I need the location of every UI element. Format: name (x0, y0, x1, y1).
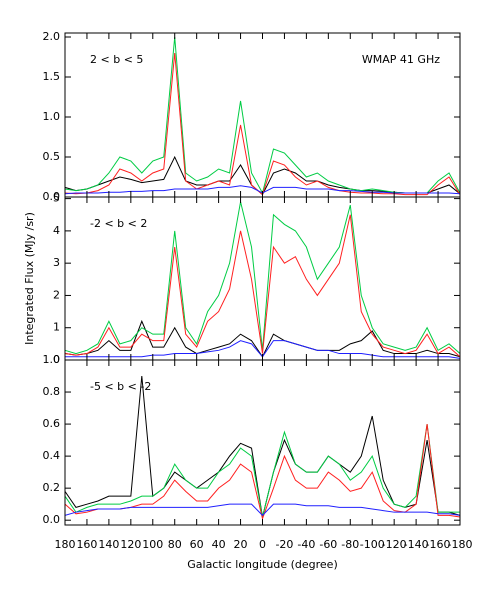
y-tick-label: 5 (53, 192, 60, 205)
x-tick-label: -100 (360, 538, 385, 551)
data-line (64, 424, 461, 521)
x-tick-label: -20 (275, 538, 293, 551)
x-tick-label: 160 (76, 538, 97, 551)
x-tick-label: -160 (426, 538, 451, 551)
x-tick-label: -180 (448, 538, 473, 551)
y-tick-label: 1.5 (43, 70, 61, 83)
x-tick-label: -120 (382, 538, 407, 551)
y-tick-label: 0.0 (43, 513, 61, 526)
data-line (64, 214, 461, 358)
x-tick-label: 120 (120, 538, 141, 551)
y-tick-label: 0.8 (43, 385, 61, 398)
x-tick-label: -140 (404, 538, 429, 551)
plot-frame (64, 359, 461, 526)
y-tick-label: 1.0 (43, 110, 61, 123)
x-tick-label: -40 (297, 538, 315, 551)
y-tick-label: 4 (53, 224, 60, 237)
panel-label: -2 < b < 2 (90, 217, 147, 230)
x-tick-label: 40 (212, 538, 226, 551)
x-tick-label: -60 (319, 538, 337, 551)
data-line (64, 155, 461, 196)
x-tick-label: 140 (98, 538, 119, 551)
y-tick-label: 0.5 (43, 150, 61, 163)
chart-title: WMAP 41 GHz (362, 53, 440, 66)
y-tick-label: 0.0 (43, 190, 61, 203)
panel-label: 2 < b < 5 (90, 53, 143, 66)
y-axis-label: Integrated Flux (MJy /sr) (23, 212, 36, 345)
y-tick-label: 0.4 (43, 449, 61, 462)
x-tick-label: -80 (341, 538, 359, 551)
y-tick-label: 2.0 (43, 30, 61, 43)
y-tick-label: 1 (53, 321, 60, 334)
y-tick-label: 0 (53, 353, 60, 366)
x-tick-label: 20 (234, 538, 248, 551)
x-axis-label: Galactic longitude (degree) (187, 558, 337, 571)
x-tick-label: 80 (168, 538, 182, 551)
data-line (64, 503, 461, 517)
y-tick-label: 2 (53, 288, 60, 301)
panel-label: -5 < b < -2 (90, 380, 151, 393)
y-tick-label: 0.2 (43, 481, 61, 494)
data-line (64, 52, 461, 196)
x-tick-label: 100 (142, 538, 163, 551)
x-tick-label: 0 (259, 538, 266, 551)
x-tick-label: 60 (190, 538, 204, 551)
data-line (64, 424, 460, 518)
y-tick-label: 1.0 (43, 353, 61, 366)
x-tick-label: 180 (55, 538, 76, 551)
data-line (64, 375, 461, 518)
y-tick-label: 0.6 (43, 417, 61, 430)
y-tick-label: 3 (53, 256, 60, 269)
